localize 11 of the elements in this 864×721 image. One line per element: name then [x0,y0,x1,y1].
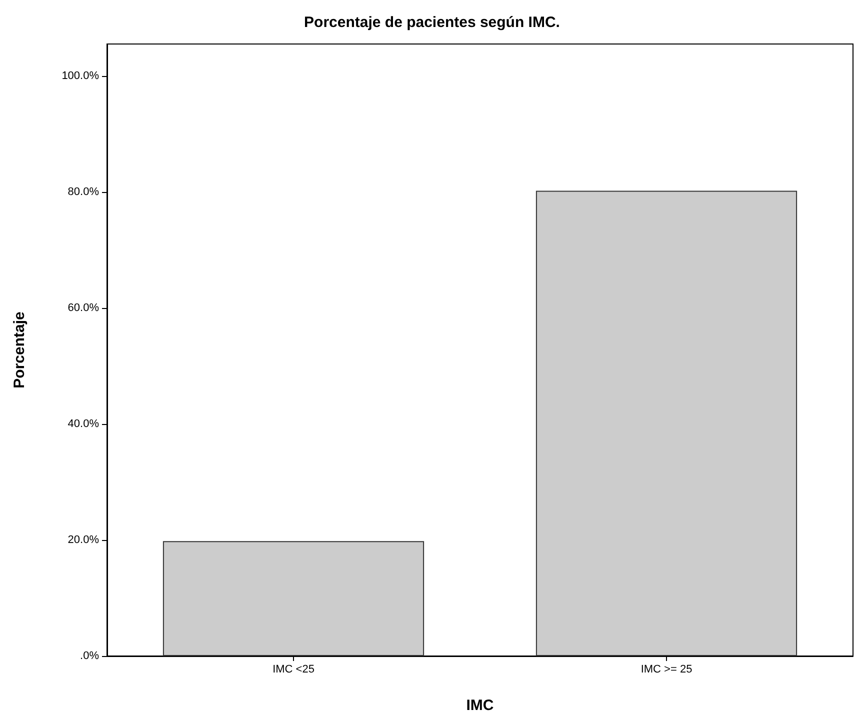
y-tick-label: .0% [80,650,100,662]
y-tick-label: 60.0% [68,302,100,314]
x-tick-label: IMC >= 25 [640,664,692,676]
y-tick-label: 40.0% [68,418,100,430]
y-axis-title: Porcentaje [11,312,28,388]
chart-title: Porcentaje de pacientes según IMC. [304,14,560,31]
x-tick-label: IMC <25 [272,664,314,676]
y-tick-label: 20.0% [68,534,100,546]
y-tick-label: 80.0% [68,186,100,198]
y-tick-label: 100.0% [62,70,100,82]
x-axis-title: IMC [466,697,494,714]
